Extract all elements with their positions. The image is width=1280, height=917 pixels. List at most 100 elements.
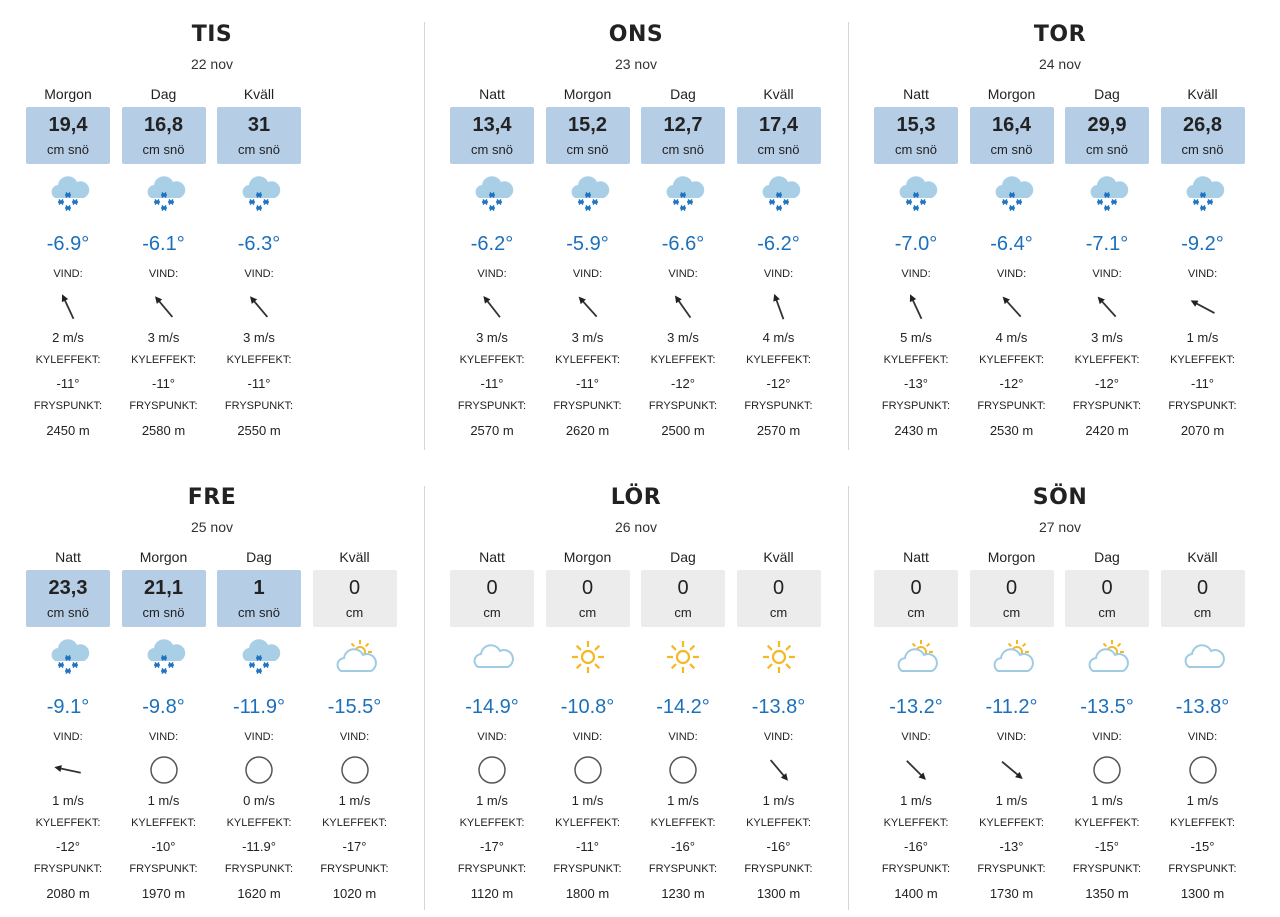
period-label: Dag bbox=[1094, 549, 1120, 565]
day-forecast: ONS 23 nov Natt 13,4 cm snö -6.2° VIND: 3 m/s KY… bbox=[424, 0, 848, 438]
period-label: Kväll bbox=[339, 549, 370, 565]
partly-cloudy-icon bbox=[333, 637, 377, 677]
windchill-value: -16° bbox=[904, 839, 928, 854]
period-column: Dag 0 cm -13.5° VIND: 1 m/s KYLEFFEKT: -15° FRYS… bbox=[1065, 463, 1149, 901]
snow-cloud-icon bbox=[142, 637, 186, 677]
wind-label: VIND: bbox=[244, 268, 274, 280]
freezing-level-value: 1620 m bbox=[237, 886, 281, 901]
day-forecast: LÖR 26 nov Natt 0 cm -14.9° VIND: 1 m/s KYLEFFEK… bbox=[424, 463, 848, 901]
period-label: Kväll bbox=[1187, 549, 1218, 565]
period-column: Dag 1 cm snö -11.9° VIND: 0 m/s KYLEFFEKT: -11.… bbox=[217, 463, 301, 901]
wind-arrow-icon bbox=[573, 290, 603, 324]
temperature: -14.9° bbox=[465, 696, 519, 718]
column-divider bbox=[848, 486, 849, 910]
precipitation-unit: cm bbox=[1193, 605, 1212, 620]
precipitation-amount: 0 bbox=[677, 577, 689, 599]
windchill-label: KYLEFFEKT: bbox=[1074, 354, 1140, 366]
wind-arrow-icon bbox=[1188, 290, 1218, 324]
period-column: Kväll 0 cm -15.5° VIND: 1 m/s KYLEFFEKT: -17° FR… bbox=[312, 463, 397, 901]
wind-speed: 1 m/s bbox=[338, 793, 371, 808]
temperature: -13.5° bbox=[1080, 696, 1134, 718]
wind-speed: 3 m/s bbox=[147, 330, 180, 345]
windchill-label: KYLEFFEKT: bbox=[1170, 817, 1235, 829]
freezing-level-label: FRYSPUNKT: bbox=[881, 400, 951, 412]
windchill-value: -11° bbox=[575, 376, 600, 391]
windchill-value: -11.9° bbox=[242, 839, 276, 854]
day-forecast: TIS 22 nov Morgon 19,4 cm snö -6.9° VIND: 2 m/s… bbox=[0, 0, 424, 438]
freezing-level-value: 1970 m bbox=[141, 886, 186, 901]
period-label: Morgon bbox=[44, 86, 92, 102]
windchill-label: KYLEFFEKT: bbox=[979, 817, 1044, 829]
wind-arrow-icon bbox=[668, 290, 698, 324]
partly-cloudy-icon bbox=[1085, 637, 1129, 677]
wind-label: VIND: bbox=[763, 268, 794, 280]
day-name: FRE bbox=[187, 485, 237, 510]
precipitation-amount: 17,4 bbox=[759, 114, 798, 136]
wind-speed: 2 m/s bbox=[52, 330, 84, 345]
temperature: -9.2° bbox=[1181, 233, 1224, 255]
windchill-label: KYLEFFEKT: bbox=[555, 354, 620, 366]
wind-arrow-icon bbox=[764, 290, 794, 324]
period-column: Kväll 26,8 cm snö -9.2° VIND: 1 m/s KYLEFFEKT:… bbox=[1160, 0, 1245, 438]
freezing-level-value: 2580 m bbox=[141, 423, 186, 438]
wind-label: VIND: bbox=[572, 268, 603, 280]
period-column: Natt 0 cm -13.2° VIND: 1 m/s KYLEFFEKT: -16° FRY… bbox=[874, 463, 958, 901]
period-column: Morgon 0 cm -11.2° VIND: 1 m/s KYLEFFEKT: -13° F… bbox=[969, 463, 1054, 901]
snow-cloud-icon bbox=[46, 637, 90, 677]
snow-cloud-icon bbox=[894, 174, 938, 214]
freezing-level-label: FRYSPUNKT: bbox=[648, 863, 718, 875]
period-column: Morgon 15,2 cm snö -5.9° VIND: 3 m/s KYLEFFEKT… bbox=[545, 0, 630, 438]
period-column: Kväll 0 cm -13.8° VIND: 1 m/s KYLEFFEKT: -15° FR… bbox=[1160, 463, 1245, 901]
wind-speed: 1 m/s bbox=[147, 793, 180, 808]
windchill-value: -15° bbox=[1190, 839, 1215, 854]
period-label: Kväll bbox=[763, 549, 794, 565]
wind-speed: 3 m/s bbox=[1091, 330, 1123, 345]
precipitation-unit: cm snö bbox=[895, 142, 937, 157]
windchill-value: -13° bbox=[999, 839, 1024, 854]
period-label: Kväll bbox=[243, 86, 275, 102]
period-label: Dag bbox=[1094, 86, 1120, 102]
snow-cloud-icon bbox=[237, 174, 281, 214]
freezing-level-label: FRYSPUNKT: bbox=[224, 400, 294, 412]
precipitation-amount: 31 bbox=[247, 114, 271, 136]
freezing-level-value: 1350 m bbox=[1085, 886, 1129, 901]
wind-speed: 1 m/s bbox=[995, 793, 1028, 808]
precipitation-unit: cm snö bbox=[142, 605, 185, 620]
temperature: -6.2° bbox=[757, 233, 800, 255]
snow-cloud-icon bbox=[237, 637, 281, 677]
wind-arrow-icon bbox=[997, 290, 1027, 324]
freezing-level-value: 2570 m bbox=[756, 423, 801, 438]
freezing-level-value: 2080 m bbox=[46, 886, 90, 901]
windchill-value: -17° bbox=[342, 839, 367, 854]
precipitation-box: 13,4 cm snö bbox=[450, 107, 534, 164]
freezing-level-value: 2450 m bbox=[46, 423, 90, 438]
precipitation-box: 15,3 cm snö bbox=[874, 107, 958, 164]
calm-wind-icon bbox=[244, 753, 274, 787]
day-date: 22 nov bbox=[190, 56, 234, 72]
precipitation-box: 16,4 cm snö bbox=[969, 107, 1054, 164]
freezing-level-label: FRYSPUNKT: bbox=[977, 400, 1046, 412]
freezing-level-label: FRYSPUNKT: bbox=[33, 863, 103, 875]
freezing-level-label: FRYSPUNKT: bbox=[1072, 400, 1142, 412]
wind-label: VIND: bbox=[477, 731, 507, 743]
precipitation-amount: 19,4 bbox=[48, 114, 88, 136]
period-column: Morgon 0 cm -10.8° VIND: 1 m/s KYLEFFEKT: -11° F… bbox=[545, 463, 630, 901]
temperature: -7.0° bbox=[894, 233, 938, 255]
windchill-label: KYLEFFEKT: bbox=[35, 354, 101, 366]
period-column: Natt 13,4 cm snö -6.2° VIND: 3 m/s KYLEFFEKT: -… bbox=[450, 0, 534, 438]
day-date: 25 nov bbox=[190, 519, 234, 535]
precipitation-amount: 0 bbox=[772, 577, 785, 599]
precipitation-unit: cm snö bbox=[566, 142, 609, 157]
precipitation-box: 0 cm bbox=[450, 570, 534, 627]
precipitation-box: 1 cm snö bbox=[217, 570, 301, 627]
freezing-level-value: 1020 m bbox=[332, 886, 377, 901]
wind-label: VIND: bbox=[1092, 731, 1122, 743]
freezing-level-value: 1230 m bbox=[661, 886, 705, 901]
snow-cloud-icon bbox=[1181, 174, 1225, 214]
precipitation-box: 0 cm bbox=[312, 570, 397, 627]
wind-speed: 1 m/s bbox=[476, 793, 508, 808]
windchill-value: -12° bbox=[671, 376, 695, 391]
windchill-value: -13° bbox=[904, 376, 928, 391]
wind-label: VIND: bbox=[1187, 268, 1218, 280]
windchill-label: KYLEFFEKT: bbox=[459, 817, 525, 829]
